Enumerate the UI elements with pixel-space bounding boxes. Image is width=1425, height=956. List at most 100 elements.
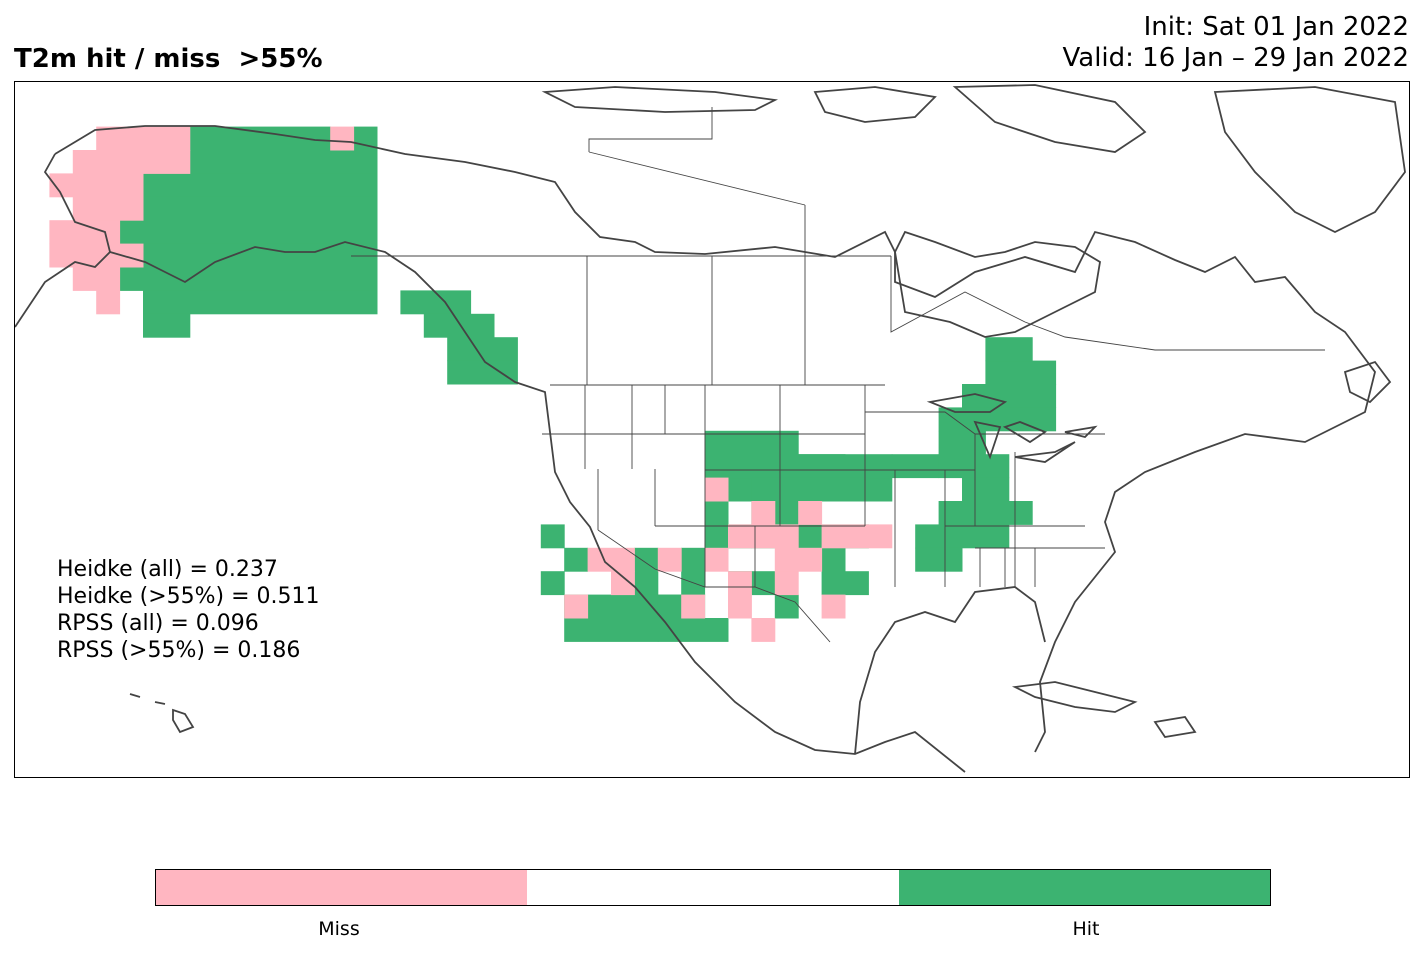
great-lakes bbox=[973, 420, 1098, 463]
skill-scores: Heidke (all) = 0.237 Heidke (>55%) = 0.5… bbox=[57, 556, 320, 664]
hit-cell bbox=[962, 384, 1057, 408]
hit-cell bbox=[119, 267, 378, 291]
hit-cell bbox=[938, 407, 1057, 432]
hit-cell bbox=[985, 337, 1033, 362]
hit-cell bbox=[447, 337, 518, 362]
island-victoria bbox=[541, 86, 779, 113]
miss-cell bbox=[330, 126, 355, 151]
hit-cell bbox=[821, 547, 846, 572]
miss-cell bbox=[657, 547, 682, 572]
chart-title: T2m hit / miss >55% bbox=[14, 44, 323, 74]
hit-cell bbox=[119, 243, 378, 268]
miss-cell bbox=[728, 594, 752, 619]
hit-cell bbox=[985, 360, 1057, 385]
hit-cell bbox=[938, 454, 1010, 479]
miss-cell bbox=[821, 524, 893, 549]
hudson-bay bbox=[894, 230, 1101, 338]
hit-cell bbox=[704, 501, 729, 525]
hit-cell bbox=[938, 501, 1033, 525]
caribbean-islands bbox=[1011, 681, 1197, 738]
miss-cell bbox=[587, 547, 635, 572]
coastline-pacific bbox=[109, 241, 966, 773]
hit-cell bbox=[564, 618, 659, 642]
hit-cell bbox=[774, 594, 799, 619]
miss-cell bbox=[49, 220, 121, 245]
us-state-lines-west bbox=[542, 433, 866, 587]
state-province-borders bbox=[351, 107, 1325, 643]
heidke-55: Heidke (>55%) = 0.511 bbox=[57, 584, 320, 609]
miss-cell bbox=[611, 571, 635, 596]
miss-cell bbox=[96, 126, 191, 151]
ontario-quebec-lines bbox=[890, 256, 1325, 351]
heidke-all: Heidke (all) = 0.237 bbox=[57, 557, 278, 582]
hit-cell bbox=[166, 150, 378, 174]
hit-cell bbox=[540, 571, 565, 596]
canadian-province-lines bbox=[586, 205, 806, 385]
hit-cell bbox=[143, 313, 191, 338]
hit-cell bbox=[189, 126, 331, 151]
hit-cell bbox=[751, 477, 869, 502]
hit-cell bbox=[400, 290, 472, 315]
us-state-lines-south bbox=[975, 452, 1105, 587]
miss-cell bbox=[72, 150, 191, 174]
miss-cell bbox=[728, 524, 799, 549]
miss-cell bbox=[72, 267, 121, 291]
hit-cell bbox=[564, 547, 589, 572]
miss-cell bbox=[96, 290, 121, 315]
colorbar-miss-segment bbox=[156, 870, 528, 905]
hawaii bbox=[129, 693, 195, 734]
hit-cell bbox=[423, 313, 495, 338]
hit-cell bbox=[891, 454, 940, 479]
newfoundland bbox=[1343, 360, 1392, 404]
miss-cell bbox=[681, 594, 706, 619]
miss-cell bbox=[49, 173, 144, 198]
map-panel bbox=[14, 81, 1410, 778]
hit-cell bbox=[143, 196, 378, 221]
colorbar bbox=[155, 869, 1271, 906]
hit-cell bbox=[143, 290, 378, 315]
us-state-lines-central bbox=[864, 385, 1105, 587]
init-valid-header: Init: Sat 01 Jan 2022 Valid: 16 Jan – 29… bbox=[1063, 12, 1410, 74]
miss-cell bbox=[798, 501, 823, 525]
us-mexico-border bbox=[597, 529, 831, 643]
hit-cell bbox=[143, 173, 378, 198]
valid-date: Valid: 16 Jan – 29 Jan 2022 bbox=[1062, 43, 1410, 73]
hit-cell bbox=[704, 430, 799, 455]
coastline-gulf bbox=[854, 586, 1046, 755]
hit-cell bbox=[681, 547, 706, 572]
colorbar-miss-label: Miss bbox=[318, 918, 360, 940]
hit-cell bbox=[915, 547, 963, 572]
miss-cell bbox=[821, 594, 846, 619]
hit-cell bbox=[540, 524, 565, 549]
init-date: Init: Sat 01 Jan 2022 bbox=[1143, 12, 1409, 42]
colorbar-hit-label: Hit bbox=[1072, 918, 1100, 940]
miss-cell bbox=[728, 571, 752, 596]
miss-cell bbox=[774, 547, 823, 572]
coastline-arctic-atlantic bbox=[54, 125, 1376, 753]
miss-cell bbox=[49, 243, 144, 268]
hit-cell bbox=[962, 477, 1010, 502]
hit-cell bbox=[634, 571, 659, 596]
island-arctic-1 bbox=[813, 86, 937, 123]
miss-cell bbox=[72, 196, 144, 221]
miss-cell bbox=[704, 547, 729, 572]
greenland bbox=[1213, 86, 1406, 234]
rpss-55: RPSS (>55%) = 0.186 bbox=[57, 638, 301, 663]
map-svg bbox=[15, 84, 1406, 773]
miss-cell bbox=[751, 501, 776, 525]
coastlines bbox=[15, 84, 1406, 773]
hit-cell bbox=[821, 571, 869, 596]
rpss-all: RPSS (all) = 0.096 bbox=[57, 611, 259, 636]
colorbar-hit-segment bbox=[898, 870, 1270, 905]
colorbar-neutral-segment bbox=[527, 870, 899, 905]
hit-cell bbox=[657, 618, 729, 642]
miss-cell bbox=[564, 594, 589, 619]
hit-cell bbox=[119, 220, 378, 245]
island-baffin bbox=[952, 84, 1147, 153]
miss-cell bbox=[751, 618, 776, 642]
hit-cell bbox=[938, 430, 986, 455]
hit-cell bbox=[728, 454, 893, 479]
miss-cell bbox=[704, 477, 729, 502]
hit-cell bbox=[447, 360, 518, 385]
us-state-lines-north bbox=[584, 385, 865, 469]
